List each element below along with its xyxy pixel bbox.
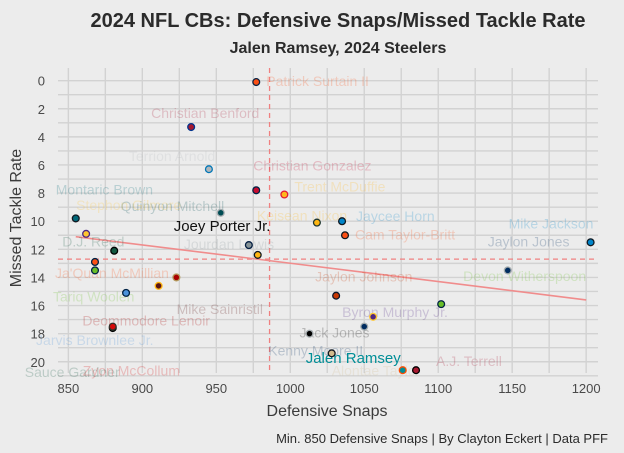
data-points [71,78,595,375]
point-label: Trent McDuffie [294,178,385,194]
data-point [90,257,100,267]
data-point [154,281,163,290]
grid-layer [58,68,598,377]
y-axis-title: Missed Tackle Rate [8,149,25,288]
y-tick-label: 16 [31,299,45,314]
point-label: Zyon McCollum [83,363,180,379]
data-point [187,122,196,132]
data-point [340,231,350,240]
mean-lines [58,68,598,373]
y-tick-label: 2 [38,102,45,117]
data-point [253,250,262,259]
y-tick-label: 10 [31,214,45,229]
data-point [586,238,595,247]
point-label: Jaylon Jones [488,233,570,249]
point-label: Stephon Gilmore [76,197,181,213]
y-tick-label: 4 [38,130,45,145]
chart-caption: Min. 850 Defensive Snaps | By Clayton Ec… [276,431,608,446]
y-tick-label: 8 [38,186,45,201]
trend-line [75,235,587,301]
point-label: Jourdan Lewis [184,236,274,252]
x-tick-label: 1200 [572,381,601,396]
axis-ticks: 0 2 4 6 8 10 12 14 16 18 20 850 900 950 1000 1050 1100 11… [31,74,601,396]
data-point [327,349,336,358]
data-point [338,217,347,226]
x-tick-label: 1150 [498,381,526,396]
data-point [252,186,261,195]
point-label: D.J. Reed [62,234,124,250]
data-point [252,78,261,87]
point-label: Mike Sainristil [177,301,263,317]
point-labels: Patrick Surtain II Christian Benford Terri… [25,73,594,380]
point-label: Alontae Taylor [332,362,421,378]
data-point [437,300,446,309]
data-point [90,266,100,275]
data-point [369,312,378,321]
x-tick-label: 1100 [424,381,452,396]
point-label: Jaycee Horn [356,208,435,224]
data-point [172,273,181,282]
data-point [108,322,117,331]
point-label: Jalen Ramsey [306,350,402,367]
point-label: Devon Witherspoon [463,268,586,284]
point-label: Jack Jones [300,325,370,341]
point-label: Kenny Moore II [268,343,363,359]
data-point [398,366,407,375]
point-label: A.J. Terrell [436,353,502,369]
data-point [503,266,512,275]
point-label: Ja'Quan McMillian [55,265,169,281]
data-point [312,218,321,227]
data-point [71,214,80,223]
data-point [110,246,119,255]
y-tick-label: 18 [31,327,45,342]
x-axis-title: Defensive Snaps [267,403,388,420]
point-label: Montaric Brown [56,181,153,197]
point-label: Mike Jackson [509,215,594,231]
point-label: Cam Taylor-Britt [355,226,455,242]
point-label: Keisean Nixon [257,208,347,224]
y-tick-label: 12 [31,242,45,257]
point-label: Quinyon Mitchell [121,198,224,214]
data-point [204,165,213,174]
x-tick-label: 1000 [276,381,305,396]
point-label: Sauce Gardner [25,364,120,380]
y-tick-label: 14 [31,270,45,285]
point-label: Patrick Surtain II [266,73,369,89]
data-point [122,288,131,297]
y-tick-label: 20 [31,355,45,370]
data-point [411,366,421,375]
data-point [280,190,289,199]
x-tick-label: 900 [131,381,153,396]
y-tick-label: 0 [38,74,45,89]
y-tick-label: 6 [38,158,45,173]
chart-subtitle: Jalen Ramsey, 2024 Steelers [230,40,447,57]
point-label: Christian Gonzalez [253,157,371,173]
point-label: Jarvis Brownlee Jr. [36,332,153,348]
data-point [216,208,225,217]
data-point [305,329,314,338]
x-tick-label: 1050 [350,381,379,396]
point-label: Byron Murphy Jr. [342,304,448,320]
data-point [82,229,91,238]
data-point [244,241,253,250]
point-label: Terrion Arnold [129,148,215,164]
x-tick-label: 850 [58,381,80,396]
point-label: Christian Benford [151,105,259,121]
data-point [360,322,369,331]
point-label: Jaylon Johnson [315,269,412,285]
point-label: Tariq Woolen [53,288,134,304]
trend-line-layer [75,235,587,301]
chart-title: 2024 NFL CBs: Defensive Snaps/Missed Tac… [90,10,585,32]
x-tick-label: 950 [205,381,227,396]
data-point [332,291,341,300]
point-label: Joey Porter Jr. [174,218,271,235]
